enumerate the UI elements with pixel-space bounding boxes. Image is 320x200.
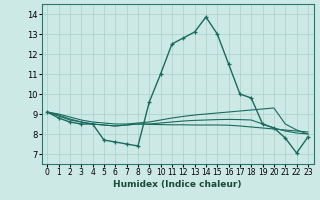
X-axis label: Humidex (Indice chaleur): Humidex (Indice chaleur)	[113, 180, 242, 189]
